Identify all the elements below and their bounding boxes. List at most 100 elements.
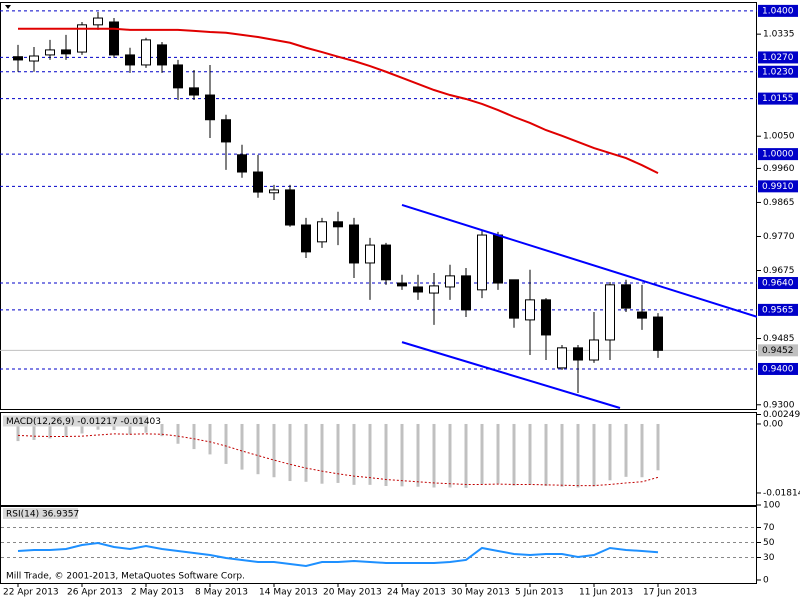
macd-bar <box>448 423 452 488</box>
x-tick-label: 24 May 2013 <box>387 588 446 598</box>
title-box <box>3 415 148 427</box>
candle-body <box>493 234 503 284</box>
candle-body <box>333 221 343 228</box>
macd-bar <box>32 423 36 440</box>
level-label-box <box>758 51 798 64</box>
macd-bar <box>16 423 20 442</box>
level-label-box <box>758 362 798 375</box>
channel-line <box>401 204 757 318</box>
candle-body <box>637 311 647 319</box>
y-tick-label: -0.01814 <box>763 488 800 498</box>
candle-body <box>253 171 263 193</box>
panel-title: RSI(14) 36.9357 <box>6 510 79 520</box>
candle-body <box>141 39 151 66</box>
candle-body <box>557 347 567 369</box>
candle-body <box>605 284 615 341</box>
macd-bar <box>464 423 468 488</box>
macd-panel <box>0 412 757 506</box>
macd-bar <box>240 423 244 470</box>
candle-body <box>477 234 487 291</box>
level-label: 1.0400 <box>762 6 794 16</box>
x-tick-label: 22 Apr 2013 <box>3 588 59 598</box>
level-label: 0.9910 <box>762 182 794 192</box>
moving-average <box>18 27 659 174</box>
candle-body <box>413 286 423 293</box>
macd-bar <box>592 423 596 487</box>
y-tick-label: 30 <box>763 553 775 563</box>
y-tick-label: 0 <box>763 576 769 586</box>
y-tick-label: 0.9960 <box>763 164 795 174</box>
x-tick-label: 26 Apr 2013 <box>67 588 123 598</box>
candle-body <box>589 339 599 361</box>
y-tick-label: 0.9485 <box>763 334 795 344</box>
level-label-box <box>758 277 798 290</box>
current-price-box <box>758 344 798 357</box>
title-box <box>3 508 78 519</box>
level-label-box <box>758 4 798 17</box>
main-panel <box>0 2 757 410</box>
candle-body <box>397 282 407 287</box>
macd-bar <box>192 423 196 450</box>
macd-bar <box>560 423 564 487</box>
macd-bar <box>272 423 276 478</box>
macd-bar <box>432 423 436 488</box>
y-tick-label: 0.9675 <box>763 266 795 276</box>
x-tick-label: 2 May 2013 <box>131 588 184 598</box>
candle-body <box>653 316 663 351</box>
candle-body <box>45 49 55 56</box>
macd-bar <box>208 423 212 455</box>
x-tick-label: 5 Jun 2013 <box>515 588 563 598</box>
macd-bar <box>320 423 324 484</box>
y-tick-label: 70 <box>763 523 775 533</box>
candle-body <box>109 21 119 56</box>
candle-body <box>61 49 71 55</box>
candle-body <box>189 87 199 96</box>
candle-body <box>381 244 391 281</box>
macd-bar <box>544 423 548 486</box>
level-label-box <box>758 92 798 105</box>
x-tick-label: 11 Jun 2013 <box>579 588 633 598</box>
x-tick-label: 14 May 2013 <box>259 588 318 598</box>
level-label: 1.0230 <box>762 67 794 77</box>
candle-body <box>173 64 183 89</box>
macd-bar <box>624 423 628 477</box>
candle-body <box>157 44 167 66</box>
y-tick-label: 50 <box>763 538 775 548</box>
level-label: 0.9565 <box>762 305 794 315</box>
macd-bar <box>96 423 100 430</box>
level-label: 1.0270 <box>762 53 794 63</box>
macd-bar <box>64 423 68 437</box>
candle-body <box>93 17 103 26</box>
panel-title: MACD(12,26,9) -0.01217 -0.01403 <box>6 417 161 427</box>
candle-body <box>349 224 359 264</box>
macd-bar <box>368 423 372 485</box>
level-label-box <box>758 148 798 161</box>
y-tick-label: 0.00249 <box>763 410 800 420</box>
y-tick-label: 0.9770 <box>763 232 795 242</box>
candle-body <box>621 284 631 309</box>
y-tick-label: 0.9865 <box>763 198 795 208</box>
macd-bar <box>336 423 340 483</box>
y-tick-label: 1.0335 <box>763 30 795 40</box>
level-label-box <box>758 65 798 78</box>
macd-bar <box>224 423 228 464</box>
macd-bar <box>288 423 292 482</box>
candle-body <box>237 154 247 173</box>
level-label: 1.0000 <box>762 150 794 160</box>
macd-bar <box>640 423 644 478</box>
candle-body <box>317 221 327 243</box>
candle-body <box>445 275 455 288</box>
rsi-line <box>17 542 659 567</box>
candle-body <box>365 244 375 264</box>
x-tick-label: 30 May 2013 <box>451 588 510 598</box>
candle-body <box>269 189 279 194</box>
macd-bar <box>80 423 84 434</box>
candle-body <box>13 56 23 61</box>
candle-body <box>525 299 535 321</box>
candle-body <box>509 279 519 319</box>
footer: Mill Trade, © 2001-2013, MetaQuotes Soft… <box>6 572 245 582</box>
macd-bar <box>608 423 612 481</box>
x-tick-label: 17 Jun 2013 <box>643 588 697 598</box>
level-label: 1.0155 <box>762 94 794 104</box>
